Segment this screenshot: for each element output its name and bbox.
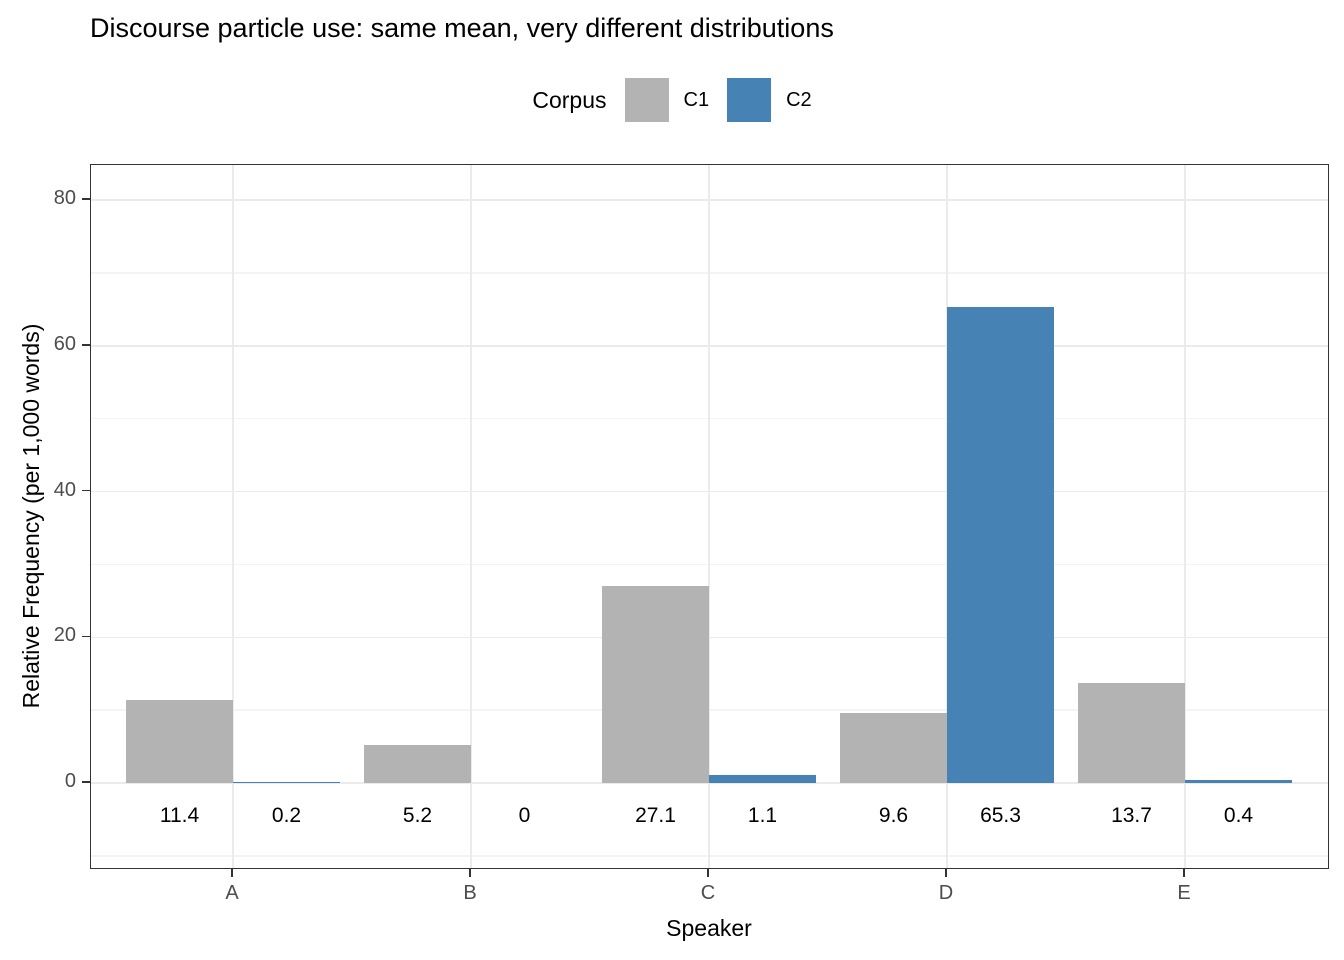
bar-value-label: 27.1 [635,804,676,827]
bar-c1-e [1078,683,1185,783]
y-tick-label: 40 [53,478,76,501]
bar-value-label: 1.1 [747,804,778,827]
gridline-vertical-c [708,165,710,868]
y-tick [82,489,90,492]
bar-value-label: 9.6 [878,804,909,827]
bar-c2-d [947,307,1054,783]
bar-value-label: 5.2 [402,804,433,827]
x-tick [1183,869,1185,877]
y-tick-label: 80 [53,187,76,209]
y-tick [82,635,90,637]
bar-c2-a [233,781,340,783]
legend-label-c1: C1 [683,88,710,111]
y-tick-label: 20 [53,624,76,647]
x-tick [707,869,709,877]
bar-c1-a [126,699,233,783]
legend-entry-c2: C2 [727,78,812,122]
bar-c1-d [840,713,947,783]
y-tick [82,198,90,200]
x-tick-label: A [225,882,239,904]
x-tick-label: E [1177,882,1191,904]
y-tick-label: 0 [64,770,76,792]
legend-title: Corpus [532,86,607,113]
bar-value-label: 65.3 [980,804,1021,827]
legend-swatch-c2 [727,78,772,122]
x-tick-label: B [463,882,477,904]
chart-title: Discourse particle use: same mean, very … [90,13,834,43]
y-tick [82,344,90,346]
x-tick [945,869,947,877]
bar-value-label: 0 [518,804,531,827]
bar-value-label: 0.4 [1223,804,1254,827]
gridline-vertical-e [1184,165,1186,868]
bar-c1-c [602,585,709,783]
bar-value-label: 13.7 [1111,804,1152,827]
plot-panel: 11.4 5.2 27.1 9.6 13.7 0.2 0 1.1 65.3 0.4 [90,164,1329,869]
bar-c2-e [1185,780,1292,783]
legend: Corpus C1 C2 [0,78,1344,122]
x-tick [469,869,471,877]
legend-entry-c1: C1 [624,78,710,122]
gridline-vertical-b [470,165,472,868]
gridline-vertical-a [232,165,234,868]
bar-value-label: 11.4 [159,804,200,827]
bar-value-label: 0.2 [271,804,302,827]
x-tick-label: C [700,882,716,904]
x-axis-title: Speaker [666,915,752,941]
y-tick [82,781,90,783]
y-tick-label: 60 [53,332,76,355]
legend-swatch-c1 [624,78,669,122]
y-axis-title: Relative Frequency (per 1,000 words) [18,323,44,709]
legend-label-c2: C2 [786,88,812,111]
x-tick [231,869,233,877]
x-tick-label: D [938,882,954,904]
bar-c1-b [364,745,471,783]
bar-c2-c [709,774,816,783]
